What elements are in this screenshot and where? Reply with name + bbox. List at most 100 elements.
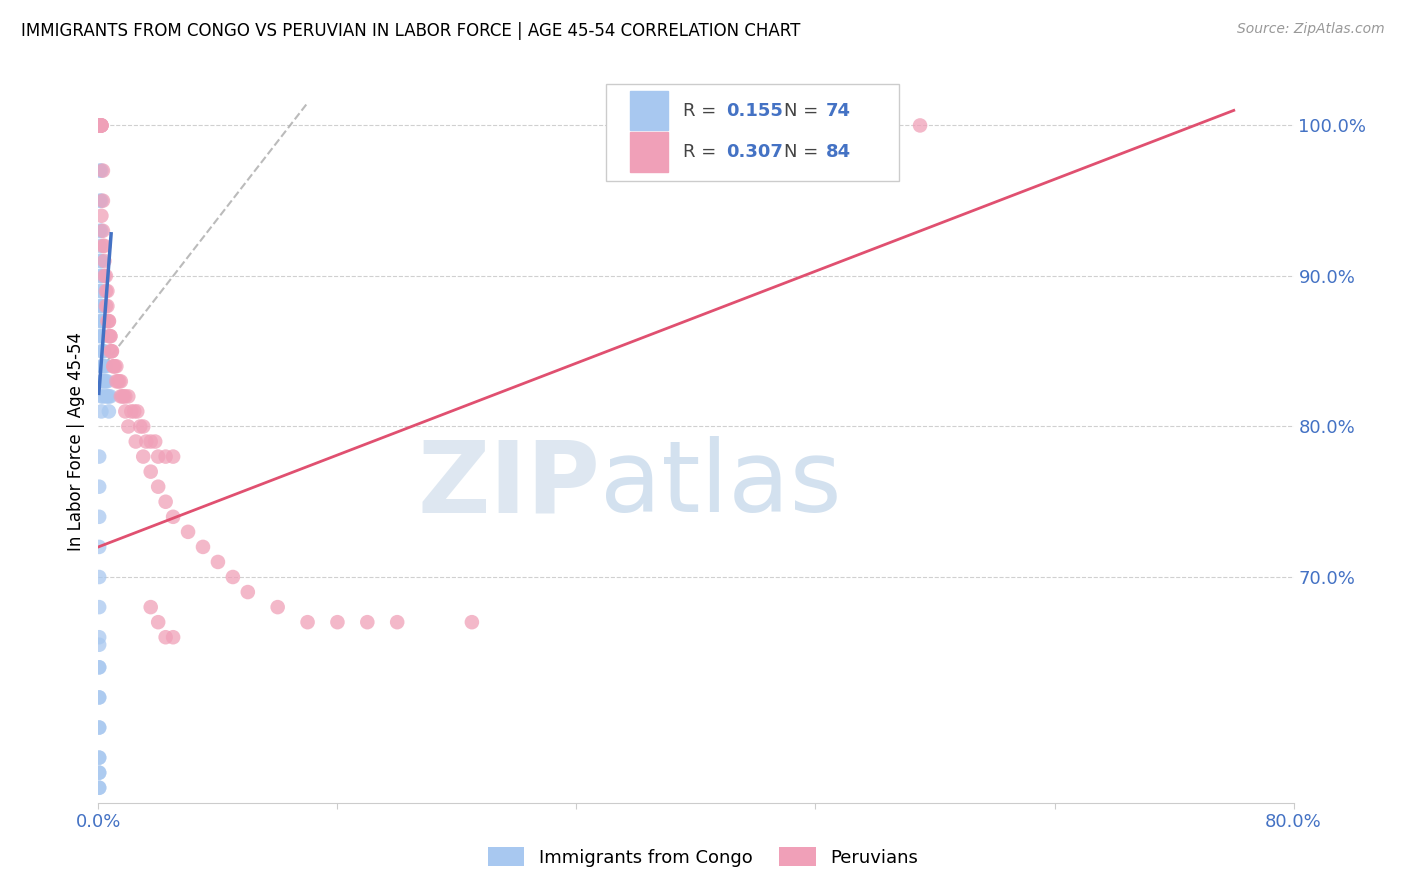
Point [104,359,127,374]
Point [101,344,124,359]
Point [222,570,245,584]
Point [97,329,120,343]
Point [89,119,111,133]
Point [124,404,146,418]
Point [90,163,112,178]
Point [93,344,115,359]
Point [103,359,125,374]
Point [108,375,131,389]
Point [96,314,118,328]
Point [91,224,114,238]
Point [267,600,290,615]
Point [90,359,112,374]
Point [97,389,120,403]
Point [89,480,111,494]
Point [94,375,117,389]
Point [385,615,409,630]
Point [94,284,117,298]
Point [93,359,115,374]
Point [125,434,148,449]
Point [94,268,117,283]
Point [110,389,132,403]
Point [90,299,112,313]
Point [89,540,111,554]
Point [139,465,162,479]
Point [148,615,170,630]
Point [89,765,111,780]
Point [89,765,111,780]
Point [89,660,111,674]
Point [94,359,117,374]
Text: ZIP: ZIP [418,436,600,533]
Bar [630,132,668,172]
Point [90,224,112,238]
Point [143,434,166,449]
Point [90,209,112,223]
Point [89,119,111,133]
Point [94,389,117,403]
Point [297,615,319,630]
Point [105,359,128,374]
Point [90,119,112,133]
Point [89,239,111,253]
Point [89,690,111,705]
Text: 84: 84 [827,144,852,161]
Point [91,239,114,253]
Point [89,329,111,343]
Point [90,314,112,328]
Point [162,509,184,524]
Point [89,119,111,133]
Point [89,600,111,615]
Bar [630,91,668,130]
Point [89,638,111,652]
Point [89,721,111,735]
Point [90,329,112,343]
Point [91,375,114,389]
Point [89,119,111,133]
Point [89,314,111,328]
Point [114,404,136,418]
Point [326,615,349,630]
Point [91,344,114,359]
Point [236,585,259,599]
Point [90,268,112,283]
Point [155,630,177,644]
Point [107,375,129,389]
Point [96,375,118,389]
Point [89,630,111,644]
Point [191,540,214,554]
Point [89,750,111,764]
Point [89,163,111,178]
Text: Source: ZipAtlas.com: Source: ZipAtlas.com [1237,22,1385,37]
Point [89,299,111,313]
Point [97,404,120,418]
Point [139,600,162,615]
Point [117,389,139,403]
Point [98,329,122,343]
Point [155,450,177,464]
Point [93,268,115,283]
Text: N =: N = [785,144,824,161]
Point [89,224,111,238]
Point [91,268,114,283]
Point [89,119,111,133]
Point [94,299,117,313]
Point [89,570,111,584]
Point [103,359,125,374]
Point [93,254,115,268]
Text: R =: R = [683,144,721,161]
Point [90,194,112,208]
Point [105,375,128,389]
Text: atlas: atlas [600,436,842,533]
Point [89,119,111,133]
Point [908,119,931,133]
Point [91,329,114,343]
Text: N =: N = [785,102,824,120]
Point [93,239,115,253]
Point [89,119,111,133]
Point [91,314,114,328]
Point [96,389,118,403]
Point [89,119,111,133]
Point [89,119,111,133]
Point [148,480,170,494]
